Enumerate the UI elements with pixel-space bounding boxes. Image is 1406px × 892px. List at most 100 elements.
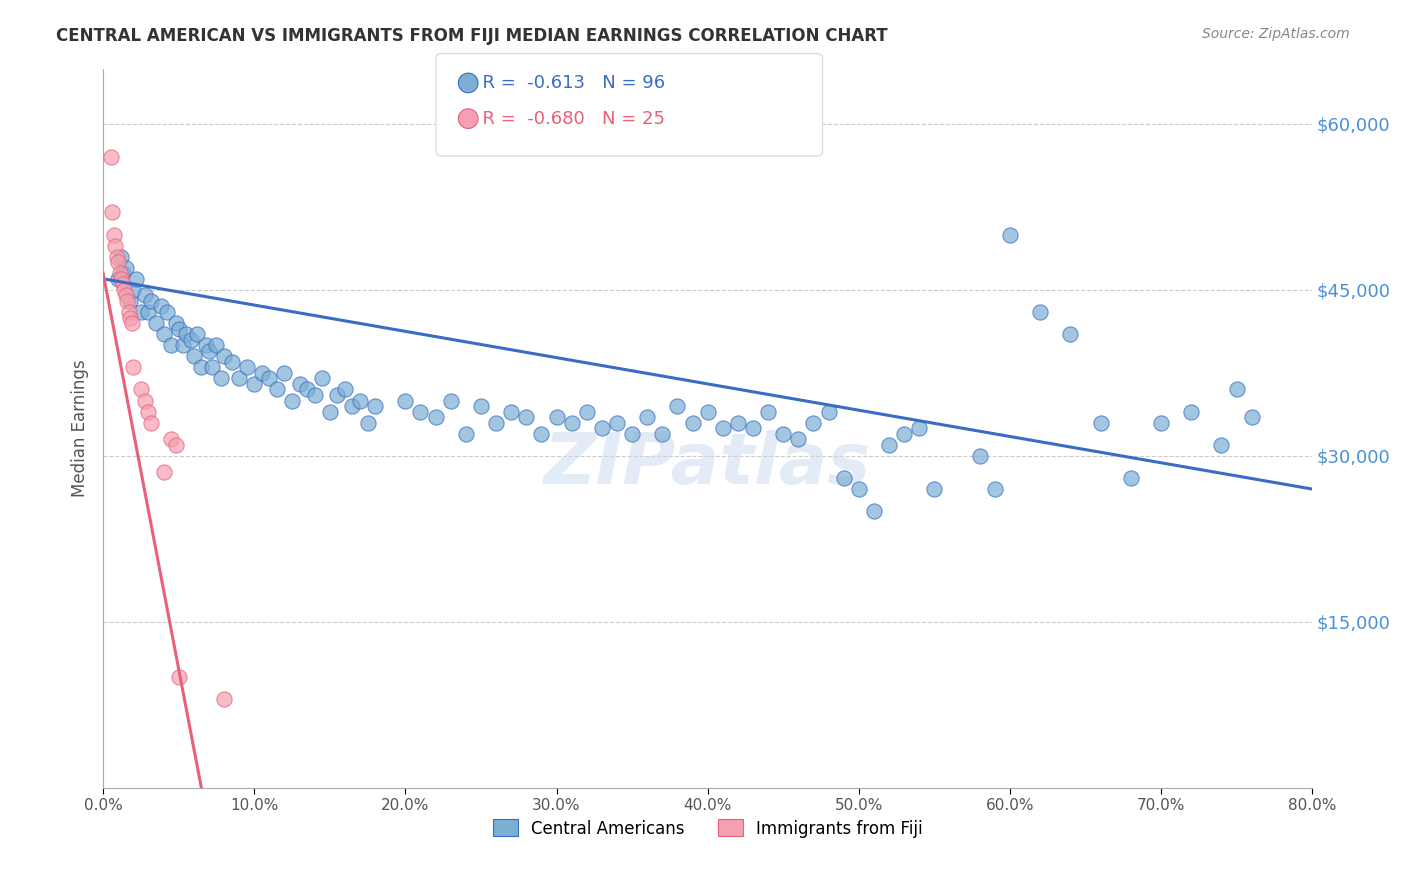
Point <box>160 338 183 352</box>
Point <box>356 416 378 430</box>
Point <box>141 416 163 430</box>
Point <box>243 376 266 391</box>
Point <box>221 355 243 369</box>
Point <box>167 321 190 335</box>
Point <box>125 272 148 286</box>
Point <box>1029 305 1052 319</box>
Point <box>134 393 156 408</box>
Point <box>1240 410 1263 425</box>
Point <box>172 338 194 352</box>
Text: ZIPatlas: ZIPatlas <box>544 430 872 499</box>
Point <box>787 432 810 446</box>
Point <box>121 316 143 330</box>
Point <box>772 426 794 441</box>
Point <box>101 205 124 219</box>
Point <box>621 426 644 441</box>
Point <box>575 404 598 418</box>
Point <box>107 272 129 286</box>
Point <box>394 393 416 408</box>
Point <box>756 404 779 418</box>
Point <box>108 266 131 280</box>
Point <box>1090 416 1112 430</box>
Point <box>893 426 915 441</box>
Point <box>530 426 553 441</box>
Point <box>682 416 704 430</box>
Point <box>425 410 447 425</box>
Point <box>111 277 134 292</box>
Point <box>114 288 136 302</box>
Point <box>117 293 139 308</box>
Point <box>1059 327 1081 342</box>
Point <box>114 260 136 275</box>
Point <box>501 404 523 418</box>
Point <box>174 327 197 342</box>
Point <box>832 471 855 485</box>
Point <box>100 150 122 164</box>
Text: R =  -0.680   N = 25: R = -0.680 N = 25 <box>471 110 665 128</box>
Point <box>212 692 235 706</box>
Point <box>194 338 217 352</box>
Point <box>803 416 825 430</box>
Point <box>273 366 295 380</box>
Point <box>311 371 333 385</box>
Point <box>485 416 508 430</box>
Point <box>149 300 172 314</box>
Point <box>454 426 477 441</box>
Point <box>235 360 257 375</box>
Point <box>155 305 177 319</box>
Point <box>103 227 125 242</box>
Point <box>666 399 689 413</box>
Point <box>212 349 235 363</box>
Point <box>651 426 673 441</box>
Point <box>186 327 208 342</box>
Point <box>107 255 129 269</box>
Point <box>266 383 288 397</box>
Point <box>606 416 628 430</box>
Point <box>259 371 281 385</box>
Point <box>138 404 160 418</box>
Point <box>129 383 152 397</box>
Point <box>1180 404 1202 418</box>
Text: CENTRAL AMERICAN VS IMMIGRANTS FROM FIJI MEDIAN EARNINGS CORRELATION CHART: CENTRAL AMERICAN VS IMMIGRANTS FROM FIJI… <box>56 27 887 45</box>
Point <box>1150 416 1173 430</box>
Point <box>201 360 224 375</box>
Point <box>333 383 356 397</box>
Point <box>104 238 127 252</box>
Point <box>120 310 142 325</box>
Point <box>908 421 931 435</box>
Point <box>295 383 318 397</box>
Point <box>120 293 142 308</box>
Point <box>863 504 886 518</box>
Point <box>711 421 734 435</box>
Point <box>440 393 463 408</box>
Point <box>160 432 183 446</box>
Point <box>198 343 221 358</box>
Point <box>1225 383 1247 397</box>
Y-axis label: Median Earnings: Median Earnings <box>72 359 89 497</box>
Point <box>183 349 205 363</box>
Point <box>228 371 250 385</box>
Point <box>349 393 371 408</box>
Point <box>515 410 537 425</box>
Point <box>326 388 349 402</box>
Point <box>209 371 232 385</box>
Point <box>110 272 132 286</box>
Point <box>727 416 749 430</box>
Point <box>129 305 152 319</box>
Point <box>112 283 135 297</box>
Point <box>122 360 145 375</box>
Point <box>167 670 190 684</box>
Point <box>165 438 187 452</box>
Point <box>546 410 568 425</box>
Text: Source: ZipAtlas.com: Source: ZipAtlas.com <box>1202 27 1350 41</box>
Point <box>138 305 160 319</box>
Point <box>118 305 141 319</box>
Point <box>288 376 311 391</box>
Point <box>319 404 342 418</box>
Point <box>696 404 718 418</box>
Point <box>1211 438 1233 452</box>
Point <box>134 288 156 302</box>
Point <box>998 227 1021 242</box>
Point <box>281 393 304 408</box>
Point <box>848 482 870 496</box>
